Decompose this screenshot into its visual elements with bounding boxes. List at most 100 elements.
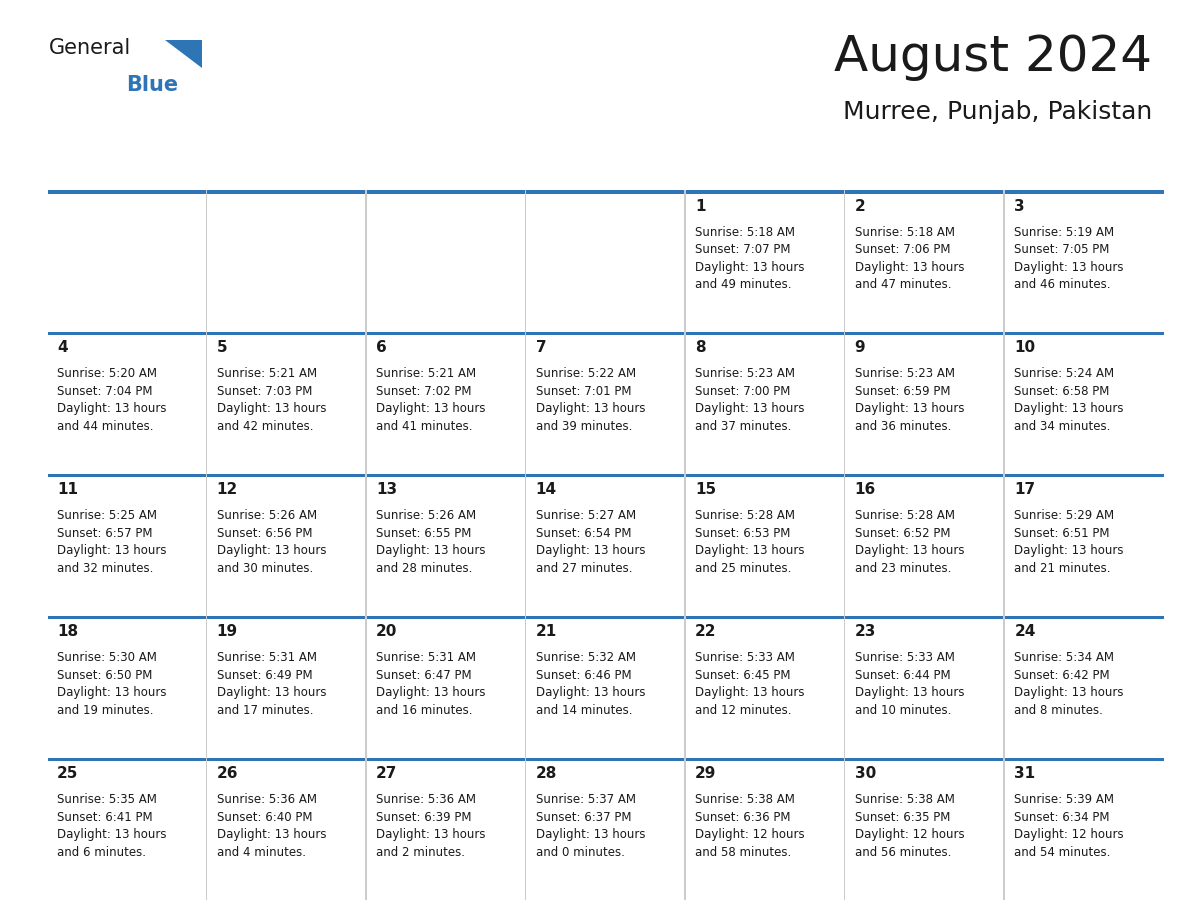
Bar — [1004, 757, 1005, 900]
Text: Sunrise: 5:29 AM
Sunset: 6:51 PM
Daylight: 13 hours
and 21 minutes.: Sunrise: 5:29 AM Sunset: 6:51 PM Dayligh… — [1015, 509, 1124, 575]
Text: 7: 7 — [536, 341, 546, 355]
Bar — [525, 474, 526, 616]
Bar — [367, 332, 526, 335]
Text: Sunrise: 5:23 AM
Sunset: 6:59 PM
Daylight: 13 hours
and 36 minutes.: Sunrise: 5:23 AM Sunset: 6:59 PM Dayligh… — [854, 367, 965, 433]
Text: Sunrise: 5:18 AM
Sunset: 7:07 PM
Daylight: 13 hours
and 49 minutes.: Sunrise: 5:18 AM Sunset: 7:07 PM Dayligh… — [695, 226, 804, 291]
Bar — [685, 757, 845, 761]
Bar — [48, 190, 207, 194]
Bar — [365, 757, 367, 900]
Bar — [1004, 616, 1005, 757]
Bar — [367, 474, 526, 477]
Text: 5: 5 — [216, 341, 227, 355]
Bar — [684, 757, 685, 900]
Text: Sunrise: 5:34 AM
Sunset: 6:42 PM
Daylight: 13 hours
and 8 minutes.: Sunrise: 5:34 AM Sunset: 6:42 PM Dayligh… — [1015, 651, 1124, 717]
Text: Sunrise: 5:36 AM
Sunset: 6:39 PM
Daylight: 13 hours
and 2 minutes.: Sunrise: 5:36 AM Sunset: 6:39 PM Dayligh… — [377, 793, 486, 858]
Text: August 2024: August 2024 — [834, 33, 1152, 82]
Bar — [365, 190, 367, 332]
Text: Sunrise: 5:27 AM
Sunset: 6:54 PM
Daylight: 13 hours
and 27 minutes.: Sunrise: 5:27 AM Sunset: 6:54 PM Dayligh… — [536, 509, 645, 575]
Bar — [526, 332, 685, 335]
Bar — [684, 190, 685, 332]
Text: Sunrise: 5:21 AM
Sunset: 7:03 PM
Daylight: 13 hours
and 42 minutes.: Sunrise: 5:21 AM Sunset: 7:03 PM Dayligh… — [216, 367, 327, 433]
Text: Sunrise: 5:38 AM
Sunset: 6:36 PM
Daylight: 12 hours
and 58 minutes.: Sunrise: 5:38 AM Sunset: 6:36 PM Dayligh… — [695, 793, 804, 858]
Text: Sunday: Sunday — [93, 157, 162, 175]
Text: Sunrise: 5:26 AM
Sunset: 6:56 PM
Daylight: 13 hours
and 30 minutes.: Sunrise: 5:26 AM Sunset: 6:56 PM Dayligh… — [216, 509, 327, 575]
Text: 25: 25 — [57, 767, 78, 781]
Text: Sunrise: 5:31 AM
Sunset: 6:49 PM
Daylight: 13 hours
and 17 minutes.: Sunrise: 5:31 AM Sunset: 6:49 PM Dayligh… — [216, 651, 327, 717]
Bar — [367, 757, 526, 761]
Text: Thursday: Thursday — [722, 157, 809, 175]
Text: 12: 12 — [216, 482, 238, 498]
Text: 13: 13 — [377, 482, 397, 498]
Text: Sunrise: 5:25 AM
Sunset: 6:57 PM
Daylight: 13 hours
and 32 minutes.: Sunrise: 5:25 AM Sunset: 6:57 PM Dayligh… — [57, 509, 166, 575]
Bar — [684, 616, 685, 757]
Bar — [365, 616, 367, 757]
Text: Sunrise: 5:24 AM
Sunset: 6:58 PM
Daylight: 13 hours
and 34 minutes.: Sunrise: 5:24 AM Sunset: 6:58 PM Dayligh… — [1015, 367, 1124, 433]
Text: 3: 3 — [1015, 198, 1025, 214]
Text: Sunrise: 5:21 AM
Sunset: 7:02 PM
Daylight: 13 hours
and 41 minutes.: Sunrise: 5:21 AM Sunset: 7:02 PM Dayligh… — [377, 367, 486, 433]
Bar — [845, 474, 1005, 477]
Text: Saturday: Saturday — [1042, 157, 1126, 175]
Bar — [525, 757, 526, 900]
Bar — [685, 190, 845, 194]
Bar — [1004, 190, 1005, 332]
Bar — [843, 332, 845, 474]
Bar — [1005, 616, 1164, 620]
Text: 6: 6 — [377, 341, 387, 355]
Bar — [1005, 474, 1164, 477]
Bar — [1005, 190, 1164, 194]
Text: 22: 22 — [695, 624, 716, 639]
Bar — [843, 757, 845, 900]
Bar — [206, 332, 207, 474]
Bar — [525, 332, 526, 474]
Bar — [367, 190, 526, 194]
Text: 10: 10 — [1015, 341, 1036, 355]
Text: Sunrise: 5:31 AM
Sunset: 6:47 PM
Daylight: 13 hours
and 16 minutes.: Sunrise: 5:31 AM Sunset: 6:47 PM Dayligh… — [377, 651, 486, 717]
Bar — [206, 474, 207, 616]
Text: Sunrise: 5:38 AM
Sunset: 6:35 PM
Daylight: 12 hours
and 56 minutes.: Sunrise: 5:38 AM Sunset: 6:35 PM Dayligh… — [854, 793, 965, 858]
Text: 8: 8 — [695, 341, 706, 355]
Bar — [526, 190, 685, 194]
Text: 16: 16 — [854, 482, 876, 498]
Text: Sunrise: 5:28 AM
Sunset: 6:52 PM
Daylight: 13 hours
and 23 minutes.: Sunrise: 5:28 AM Sunset: 6:52 PM Dayligh… — [854, 509, 965, 575]
Bar — [48, 474, 207, 477]
Bar — [48, 757, 207, 761]
Text: Sunrise: 5:32 AM
Sunset: 6:46 PM
Daylight: 13 hours
and 14 minutes.: Sunrise: 5:32 AM Sunset: 6:46 PM Dayligh… — [536, 651, 645, 717]
Bar — [365, 474, 367, 616]
Text: Blue: Blue — [126, 75, 178, 95]
Text: 30: 30 — [854, 767, 876, 781]
Bar — [206, 190, 207, 332]
Text: 18: 18 — [57, 624, 78, 639]
Bar — [685, 474, 845, 477]
Bar — [207, 616, 367, 620]
Text: 23: 23 — [854, 624, 876, 639]
Text: Sunrise: 5:20 AM
Sunset: 7:04 PM
Daylight: 13 hours
and 44 minutes.: Sunrise: 5:20 AM Sunset: 7:04 PM Dayligh… — [57, 367, 166, 433]
Text: Sunrise: 5:22 AM
Sunset: 7:01 PM
Daylight: 13 hours
and 39 minutes.: Sunrise: 5:22 AM Sunset: 7:01 PM Dayligh… — [536, 367, 645, 433]
Text: Sunrise: 5:39 AM
Sunset: 6:34 PM
Daylight: 12 hours
and 54 minutes.: Sunrise: 5:39 AM Sunset: 6:34 PM Dayligh… — [1015, 793, 1124, 858]
Text: Tuesday: Tuesday — [409, 157, 485, 175]
Text: 15: 15 — [695, 482, 716, 498]
Text: Sunrise: 5:33 AM
Sunset: 6:44 PM
Daylight: 13 hours
and 10 minutes.: Sunrise: 5:33 AM Sunset: 6:44 PM Dayligh… — [854, 651, 965, 717]
Text: 26: 26 — [216, 767, 238, 781]
Bar — [684, 332, 685, 474]
Text: 28: 28 — [536, 767, 557, 781]
Bar — [1004, 474, 1005, 616]
Bar — [845, 332, 1005, 335]
Bar — [843, 190, 845, 332]
Text: Monday: Monday — [251, 157, 323, 175]
Bar — [206, 616, 207, 757]
Bar — [206, 757, 207, 900]
Text: 9: 9 — [854, 341, 865, 355]
Bar — [526, 474, 685, 477]
Text: Sunrise: 5:33 AM
Sunset: 6:45 PM
Daylight: 13 hours
and 12 minutes.: Sunrise: 5:33 AM Sunset: 6:45 PM Dayligh… — [695, 651, 804, 717]
Text: Sunrise: 5:36 AM
Sunset: 6:40 PM
Daylight: 13 hours
and 4 minutes.: Sunrise: 5:36 AM Sunset: 6:40 PM Dayligh… — [216, 793, 327, 858]
Bar — [48, 332, 207, 335]
Text: Sunrise: 5:26 AM
Sunset: 6:55 PM
Daylight: 13 hours
and 28 minutes.: Sunrise: 5:26 AM Sunset: 6:55 PM Dayligh… — [377, 509, 486, 575]
Bar — [48, 616, 207, 620]
Text: Murree, Punjab, Pakistan: Murree, Punjab, Pakistan — [843, 99, 1152, 124]
Bar — [525, 616, 526, 757]
Text: 1: 1 — [695, 198, 706, 214]
Bar — [1005, 332, 1164, 335]
Text: 29: 29 — [695, 767, 716, 781]
Text: 11: 11 — [57, 482, 78, 498]
Text: Sunrise: 5:30 AM
Sunset: 6:50 PM
Daylight: 13 hours
and 19 minutes.: Sunrise: 5:30 AM Sunset: 6:50 PM Dayligh… — [57, 651, 166, 717]
